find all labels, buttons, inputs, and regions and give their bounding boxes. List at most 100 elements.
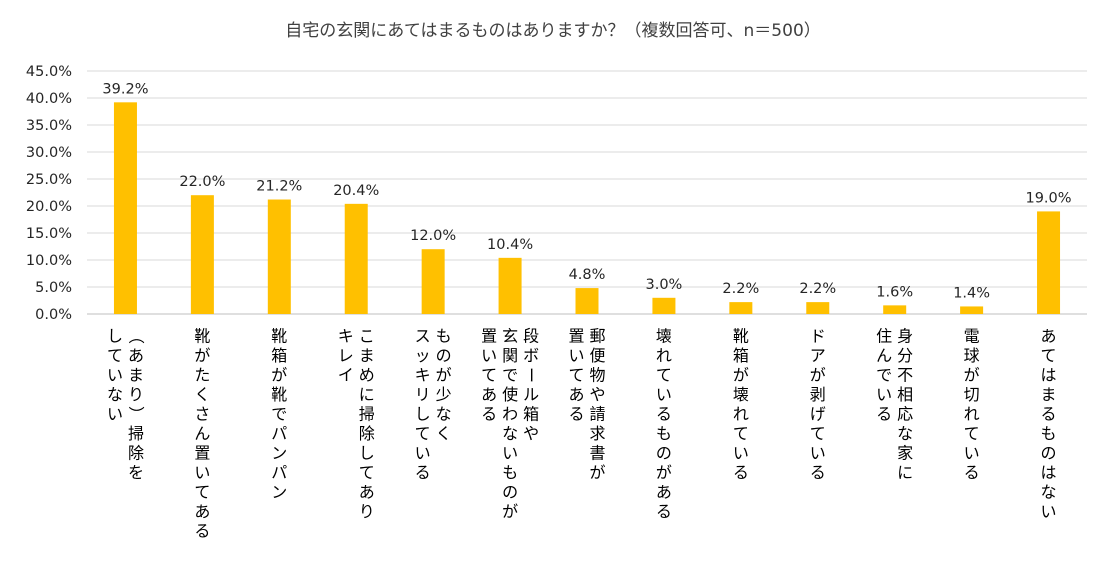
category-label-char: ボ [523, 346, 539, 365]
category-label-char: が [271, 366, 287, 385]
category-label-char: 住 [876, 327, 892, 346]
category-label-char: い [656, 385, 672, 404]
category-label-char: が [810, 366, 826, 385]
category-label-char: る [656, 502, 672, 521]
category-label-char: に [359, 385, 375, 404]
category-label-char: ） [126, 406, 145, 422]
category-label-char: ま [359, 346, 375, 365]
category-label-char: も [1041, 424, 1057, 443]
category-label-char: も [656, 424, 672, 443]
category-label-char: 郵 [589, 327, 605, 346]
category-label-char: い [107, 366, 123, 385]
category-label-char: 物 [589, 366, 605, 385]
category-label-char: ッ [415, 346, 431, 365]
category-label-char: あ [568, 385, 584, 404]
category-label-char: 応 [897, 405, 913, 424]
category-label-char: キ [338, 327, 354, 346]
y-tick-label: 30.0% [26, 145, 72, 161]
data-label: 20.4% [333, 183, 379, 199]
category-label-char: の [1041, 444, 1057, 463]
category-label-char: い [502, 444, 518, 463]
category-label-char: げ [810, 405, 826, 424]
y-tick-label: 25.0% [26, 172, 72, 188]
category-label-char: 壊 [733, 385, 749, 404]
category-label-char: レ [338, 346, 354, 365]
category-label-char: な [502, 424, 518, 443]
bar [113, 102, 137, 314]
category-label-char: に [897, 463, 913, 482]
category-label-char: 置 [194, 444, 210, 463]
category-label-char: 段 [523, 327, 539, 346]
category-label-char: こ [359, 327, 375, 346]
category-label-char: い [810, 444, 826, 463]
category-label-char: め [359, 366, 375, 385]
data-label: 10.4% [487, 237, 533, 253]
data-labels: 39.2% 22.0% 21.2% 20.4% 12.0% 10.4% 4.8% 3.0% 2.… [102, 81, 1071, 301]
category-label-char: 箱 [523, 405, 539, 424]
category-label-char: て [810, 424, 826, 443]
y-tick-label: 40.0% [26, 91, 72, 107]
y-tick-label: 20.0% [26, 199, 72, 215]
category-label-char: 身 [897, 327, 913, 346]
category-label-char: て [733, 424, 749, 443]
data-label: 22.0% [179, 174, 225, 190]
category-label-char: る [876, 405, 892, 424]
category-label-char: れ [964, 405, 980, 424]
category-label-char: あ [656, 483, 672, 502]
category-label-char: 箱 [733, 346, 749, 365]
category-label-char: わ [502, 405, 518, 424]
data-label: 2.2% [799, 281, 836, 297]
category-label-char: り [359, 502, 375, 521]
category-label-char: 靴 [733, 327, 749, 346]
category-label-char: パ [271, 463, 287, 482]
data-label: 12.0% [410, 228, 456, 244]
category-label-char: が [436, 366, 452, 385]
category-label-char: が [502, 502, 518, 521]
category-label-char: 請 [589, 405, 605, 424]
data-label: 21.2% [256, 179, 302, 195]
category-label-char: ま [128, 366, 144, 385]
category-label-char: が [656, 463, 672, 482]
category-label-char: て [656, 366, 672, 385]
bar [421, 249, 445, 314]
category-label-char: の [656, 444, 672, 463]
category-label-char: て [107, 346, 123, 365]
category-label-char: 求 [589, 424, 605, 443]
bar [883, 305, 907, 314]
category-label-char: 置 [481, 327, 497, 346]
category-label-char: 掃 [359, 405, 375, 424]
category-label-char: る [733, 463, 749, 482]
category-label-char: 球 [964, 346, 980, 365]
data-label: 2.2% [722, 281, 759, 297]
category-label-char: て [964, 424, 980, 443]
chart-title: 自宅の玄関にあてはまるものはありますか？（複数回答可、n＝500） [285, 21, 821, 41]
category-label-char: る [810, 463, 826, 482]
category-label-char: 靴 [271, 385, 287, 404]
y-tick-label: 5.0% [35, 280, 72, 296]
category-label-char: ん [876, 346, 892, 365]
category-label-char: る [568, 405, 584, 424]
category-label-char: 電 [964, 327, 980, 346]
category-label-char: 関 [502, 346, 518, 365]
category-label-char: な [436, 405, 452, 424]
gridlines [87, 70, 1087, 315]
category-label-char: な [897, 424, 913, 443]
category-label-char: キ [415, 366, 431, 385]
category-label-char: の [436, 346, 452, 365]
category-label-char: が [589, 463, 605, 482]
category-label-char: ー [522, 367, 541, 383]
y-tick-label: 35.0% [26, 118, 72, 134]
category-label-char: 家 [897, 444, 913, 463]
category-label-char: が [964, 366, 980, 385]
category-label-char: は [1041, 366, 1057, 385]
data-label: 1.4% [953, 285, 990, 301]
category-label-char: が [194, 346, 210, 365]
category-label-char: （ [126, 328, 145, 344]
category-label-char: あ [128, 346, 144, 365]
